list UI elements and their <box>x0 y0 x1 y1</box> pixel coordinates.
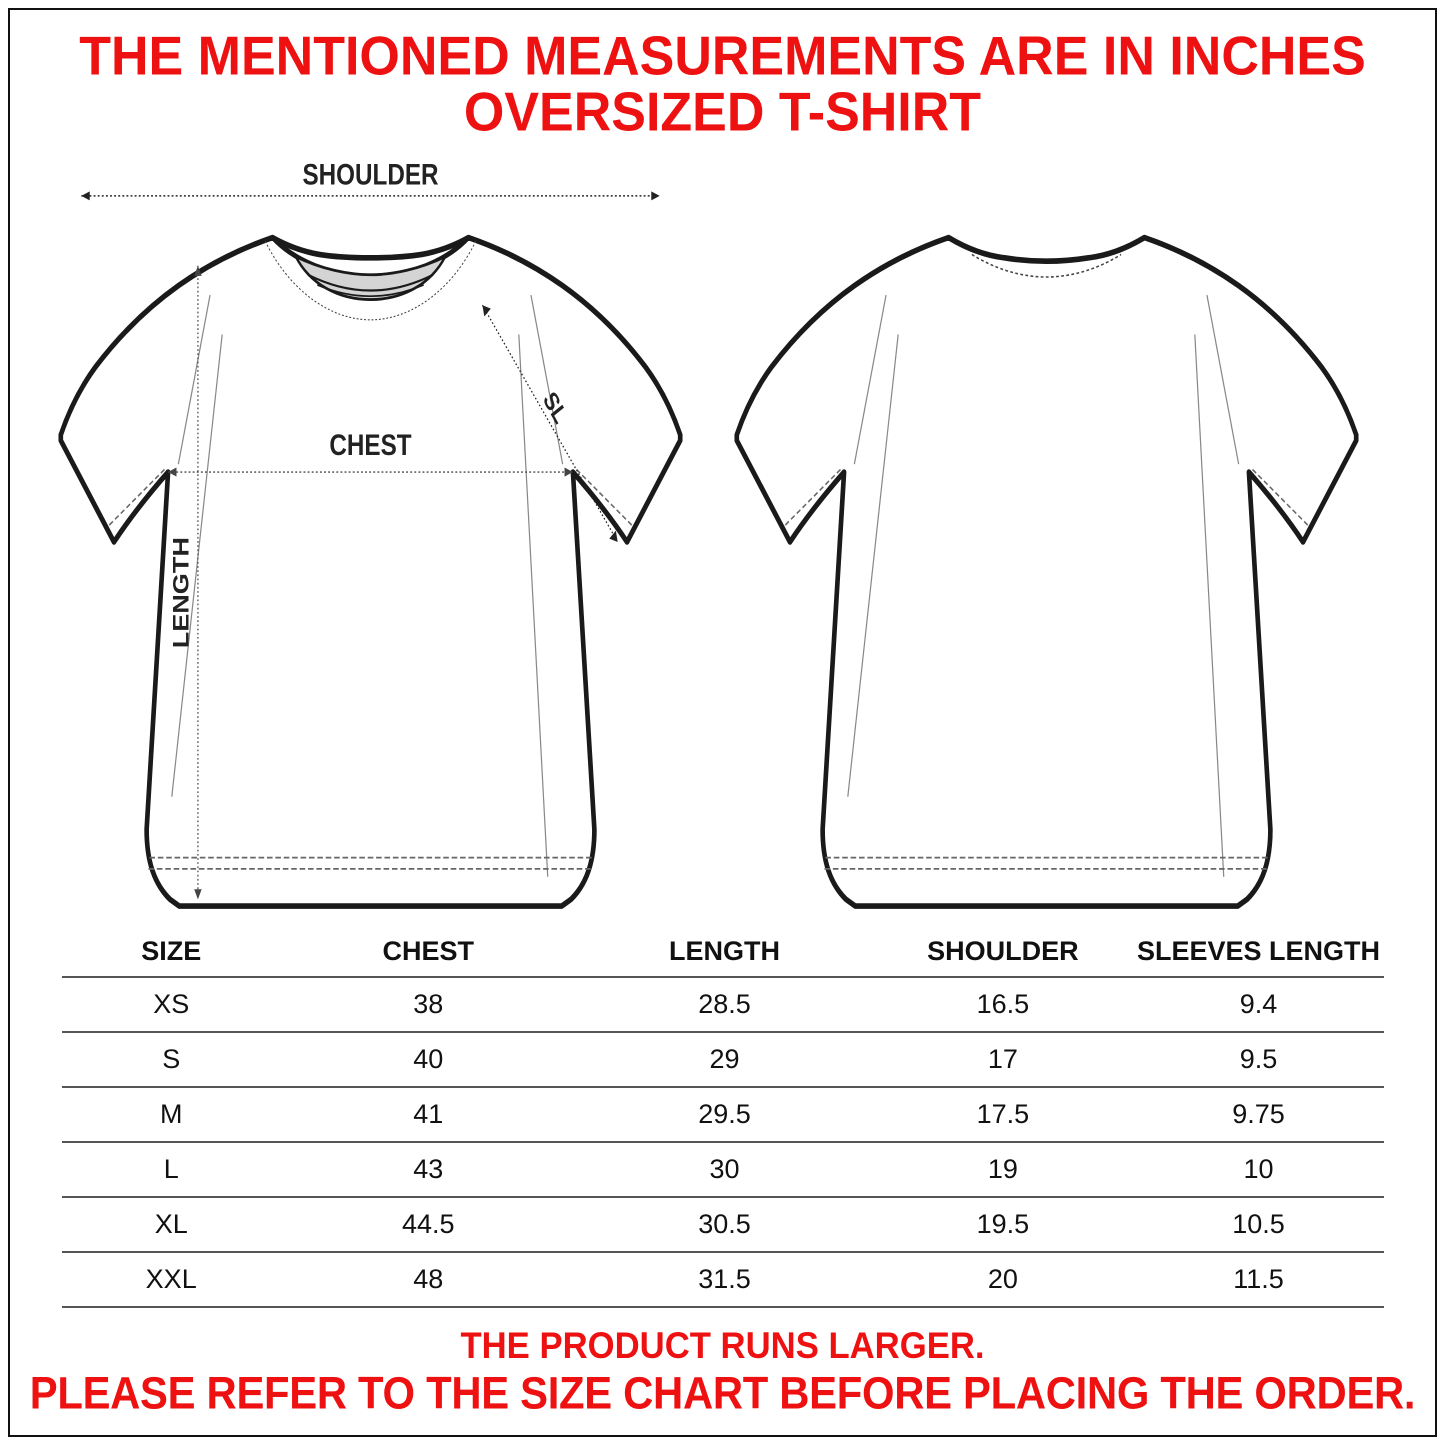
svg-text:CHEST: CHEST <box>329 429 412 462</box>
svg-text:SHOULDER: SHOULDER <box>302 158 438 191</box>
svg-text:LENGTH: LENGTH <box>170 537 194 648</box>
